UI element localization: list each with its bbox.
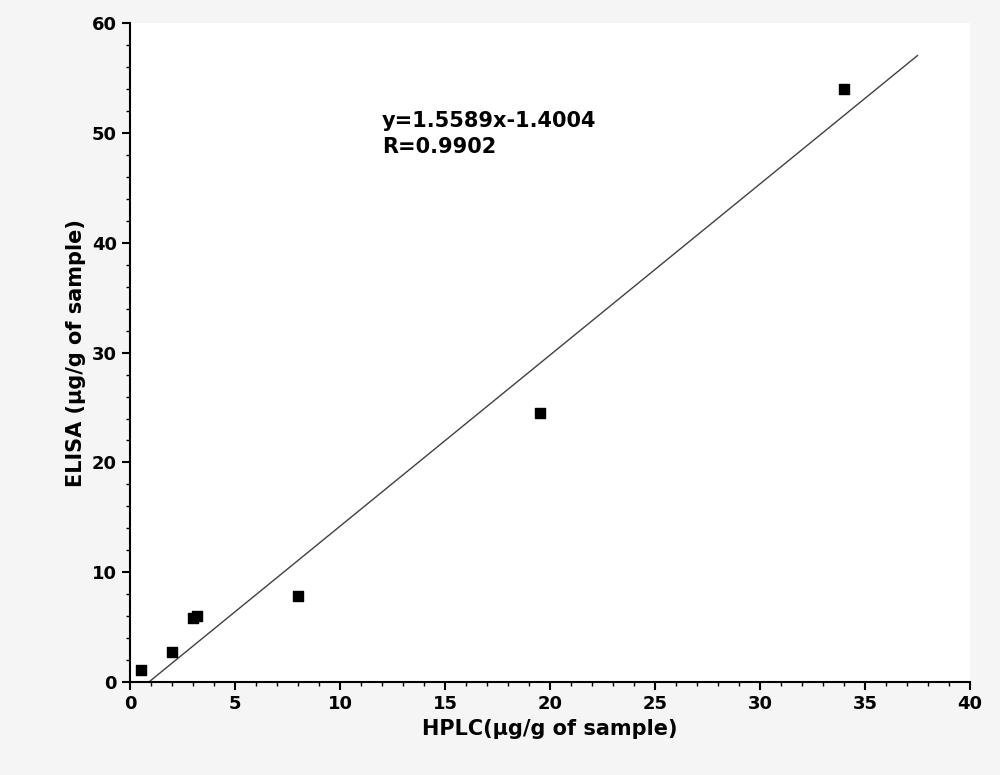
Point — [132, 663, 149, 676]
Point — [836, 83, 852, 95]
X-axis label: HPLC(μg/g of sample): HPLC(μg/g of sample) — [422, 718, 678, 739]
Point — [164, 646, 180, 659]
Text: y=1.5589x-1.4004
R=0.9902: y=1.5589x-1.4004 R=0.9902 — [382, 111, 596, 157]
Y-axis label: ELISA (μg/g of sample): ELISA (μg/g of sample) — [66, 219, 86, 487]
Point — [189, 610, 205, 622]
Point — [532, 407, 548, 419]
Point — [185, 612, 201, 625]
Point — [290, 591, 306, 603]
